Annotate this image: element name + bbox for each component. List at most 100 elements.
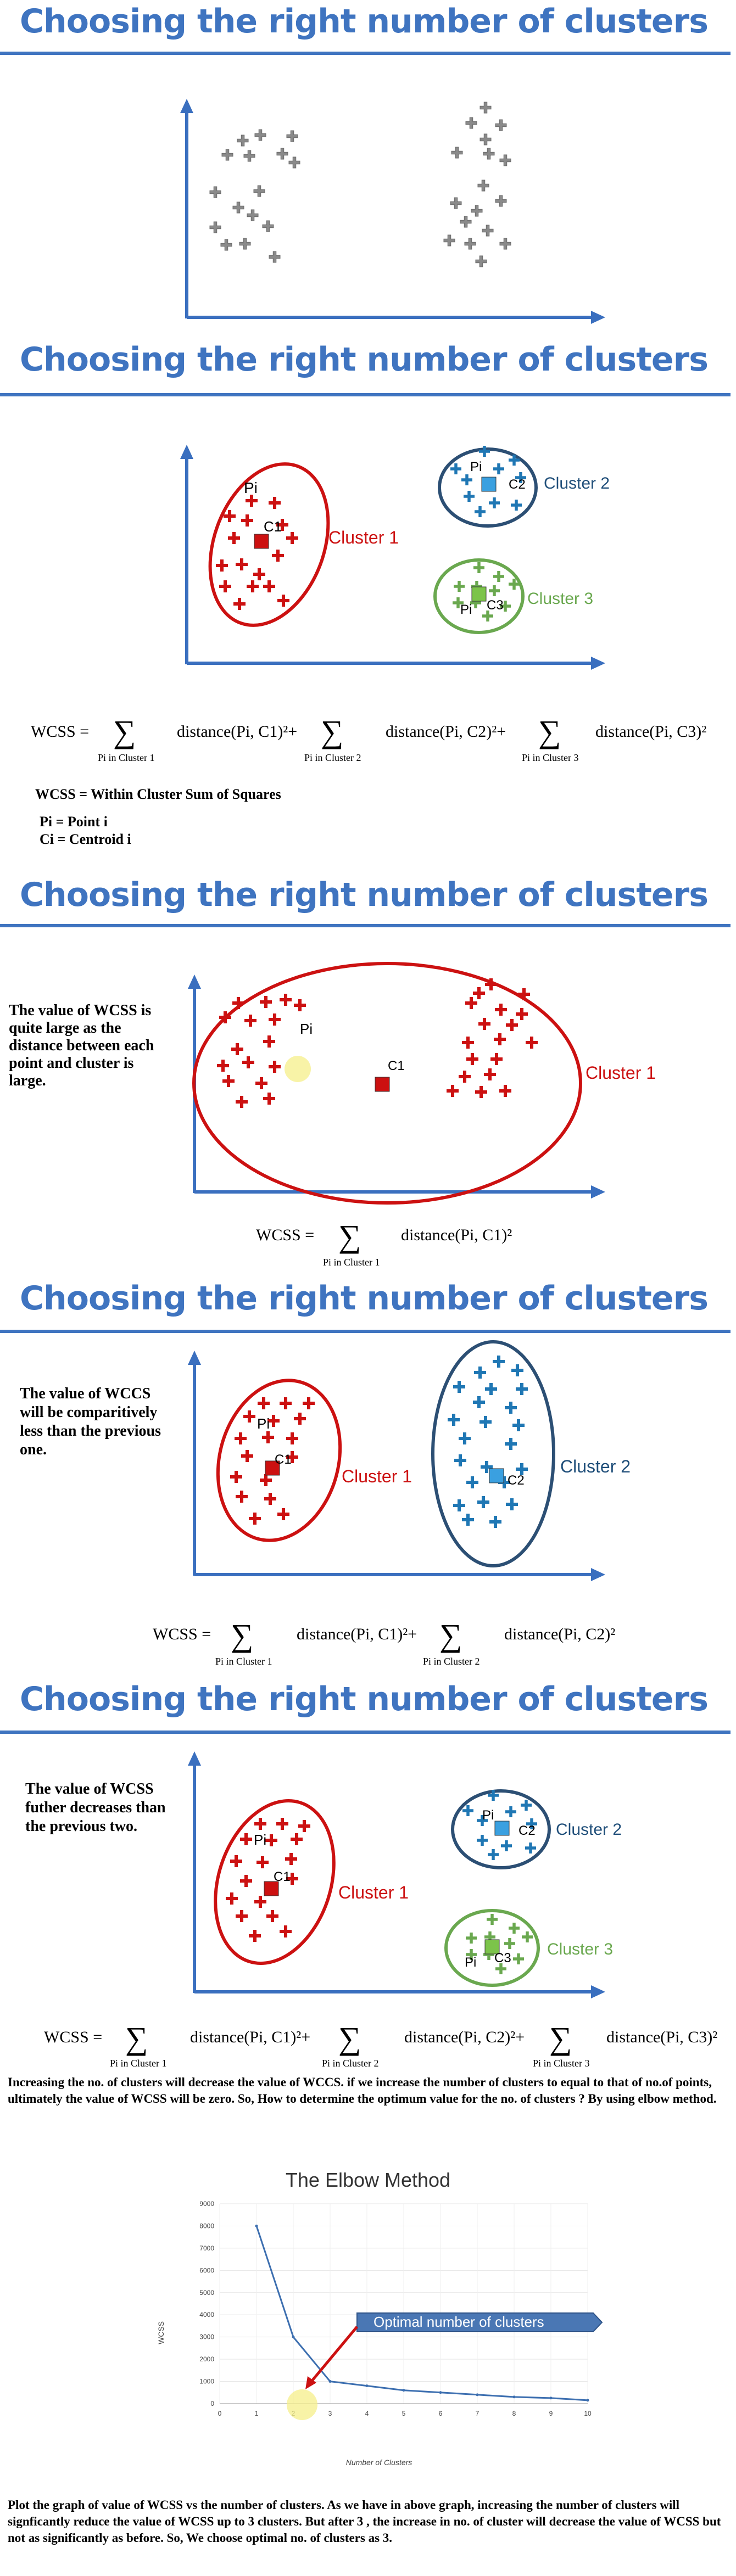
data-point xyxy=(466,1933,477,1944)
data-point xyxy=(477,1815,488,1826)
elbow-chart: 0100020003000400050006000700080009000012… xyxy=(157,2200,603,2467)
formula-sub: Pi in Cluster 3 xyxy=(522,752,579,763)
scatter-three-clusters: Pi C1 Cluster 1 Pi C2 Cluster 2 Pi C3 Cl… xyxy=(31,445,706,763)
pi-definition: Pi = Point i xyxy=(40,814,108,830)
centroid-c2 xyxy=(481,477,497,492)
data-point xyxy=(265,1834,277,1846)
data-point xyxy=(522,1931,533,1942)
data-point xyxy=(249,1930,261,1942)
title-rule xyxy=(0,1330,731,1333)
section-5: Choosing the right number of clusters Th… xyxy=(0,1680,736,2070)
data-point xyxy=(279,1397,292,1409)
x-tick-label: 1 xyxy=(255,2410,259,2417)
data-point xyxy=(243,150,255,162)
label-cluster-3: Cluster 3 xyxy=(547,1940,613,1958)
data-point xyxy=(484,1931,495,1942)
formula-term: distance(Pi, C1)²+ xyxy=(190,2028,310,2046)
data-point xyxy=(505,1402,517,1414)
data-point xyxy=(495,119,507,131)
data-point xyxy=(228,532,240,544)
data-point xyxy=(454,1454,466,1466)
cursor-highlight xyxy=(285,1056,311,1082)
data-point xyxy=(511,500,522,511)
title-rule xyxy=(0,393,731,396)
formula-term: distance(Pi, C2)²+ xyxy=(386,723,506,741)
data-point xyxy=(439,2391,442,2394)
data-point xyxy=(447,1085,459,1097)
data-point xyxy=(485,1383,497,1395)
data-point xyxy=(493,571,504,582)
data-point xyxy=(241,514,253,527)
label-pi: Pi xyxy=(465,1955,476,1970)
data-point xyxy=(516,1008,528,1020)
data-point xyxy=(276,1818,288,1830)
data-point xyxy=(246,495,258,507)
scatter-two-clusters: Pi C1 Cluster 1 C2 Cluster 2 WCSS = ∑ Pi… xyxy=(153,1340,631,1667)
formula-sub: Pi in Cluster 2 xyxy=(304,752,361,763)
data-point xyxy=(243,1410,255,1423)
data-point xyxy=(479,102,492,114)
data-point xyxy=(233,598,246,610)
data-point xyxy=(477,1835,488,1846)
data-point xyxy=(518,988,530,1000)
data-point xyxy=(235,1432,247,1444)
label-c1: C1 xyxy=(275,1452,292,1467)
data-point xyxy=(476,2393,479,2396)
data-point xyxy=(482,611,493,621)
data-point xyxy=(303,1397,315,1409)
data-point xyxy=(272,550,284,562)
data-point xyxy=(485,978,497,990)
annotation-label: Optimal number of clusters xyxy=(373,2314,544,2330)
formula-term: distance(Pi, C2)²+ xyxy=(404,2028,525,2046)
data-point xyxy=(506,1019,518,1031)
data-point xyxy=(288,156,300,169)
data-point xyxy=(516,1383,528,1395)
data-point xyxy=(516,1463,528,1475)
data-point xyxy=(277,1508,289,1520)
sum-symbol: ∑ xyxy=(439,1617,462,1653)
centroid-c2 xyxy=(489,1468,504,1483)
data-point xyxy=(285,1853,297,1865)
data-point xyxy=(255,2224,258,2227)
data-point xyxy=(209,221,221,233)
y-tick-label: 5000 xyxy=(199,2289,214,2297)
y-tick-label: 1000 xyxy=(199,2378,214,2385)
label-c2: C2 xyxy=(518,1823,536,1838)
data-point xyxy=(286,1432,298,1444)
cluster-2-ellipse xyxy=(431,1340,555,1567)
section-2: Choosing the right number of clusters Pi… xyxy=(0,340,736,876)
data-point xyxy=(475,1086,487,1098)
data-point xyxy=(460,216,472,228)
data-point xyxy=(450,463,461,474)
data-point xyxy=(443,234,455,247)
chart-title: The Elbow Method xyxy=(285,2169,451,2191)
data-point xyxy=(478,1018,490,1030)
x-axis-label: Number of Clusters xyxy=(346,2458,412,2467)
data-point xyxy=(490,1053,503,1065)
x-tick-label: 9 xyxy=(549,2410,553,2417)
data-point xyxy=(586,2399,589,2402)
data-point xyxy=(241,1450,253,1462)
data-point xyxy=(512,1419,525,1431)
data-point xyxy=(484,1068,496,1080)
data-point xyxy=(279,1925,292,1937)
label-pi: Pi xyxy=(244,479,258,496)
data-point xyxy=(471,581,482,592)
data-point xyxy=(479,1416,492,1428)
section-title: Choosing the right number of clusters xyxy=(20,1680,709,1718)
data-point xyxy=(294,999,306,1011)
data-point xyxy=(451,147,463,159)
formula-lhs: WCSS = xyxy=(31,723,89,741)
data-point xyxy=(276,148,288,160)
data-point xyxy=(262,1431,274,1443)
data-point xyxy=(500,601,511,612)
data-point xyxy=(526,1818,537,1829)
data-point xyxy=(462,1805,473,1816)
label-pi: Pi xyxy=(470,460,482,474)
x-tick-label: 4 xyxy=(365,2410,369,2417)
data-point xyxy=(462,1514,474,1526)
data-point xyxy=(236,558,248,570)
data-point xyxy=(453,1381,465,1393)
formula-lhs: WCSS = xyxy=(44,2028,102,2046)
data-point xyxy=(459,1432,471,1444)
